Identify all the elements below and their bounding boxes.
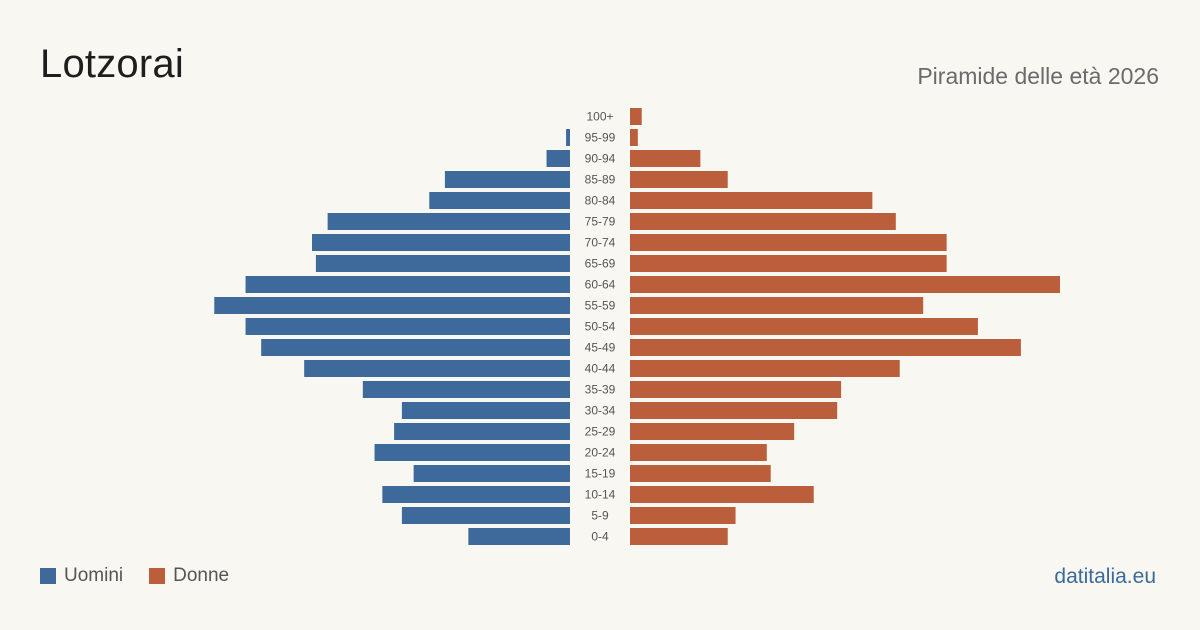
bar-women bbox=[630, 360, 900, 377]
legend-label-women: Donne bbox=[173, 565, 230, 586]
bar-men bbox=[374, 444, 570, 461]
age-group-label: 55-59 bbox=[585, 299, 616, 313]
bar-women bbox=[630, 339, 1021, 356]
bar-women bbox=[630, 318, 978, 335]
bar-women bbox=[630, 108, 642, 125]
chart-legend: Uomini Donne bbox=[40, 565, 255, 587]
bar-women bbox=[630, 402, 838, 419]
age-group-label: 80-84 bbox=[585, 194, 616, 208]
bar-women bbox=[630, 276, 1060, 293]
bar-women bbox=[630, 129, 638, 146]
bar-men bbox=[401, 402, 570, 419]
age-group-label: 60-64 bbox=[585, 278, 616, 292]
age-group-label: 25-29 bbox=[585, 425, 616, 439]
legend-swatch-men bbox=[40, 568, 56, 584]
page-title: Lotzorai bbox=[40, 42, 184, 86]
age-group-label: 50-54 bbox=[585, 320, 616, 334]
bar-men bbox=[214, 297, 571, 314]
bar-men bbox=[315, 255, 570, 272]
bar-men bbox=[382, 486, 570, 503]
age-group-label: 95-99 bbox=[585, 131, 616, 145]
bar-men bbox=[245, 318, 570, 335]
age-group-label: 40-44 bbox=[585, 362, 616, 376]
bar-men bbox=[444, 171, 570, 188]
bar-women bbox=[630, 234, 947, 251]
age-group-label: 30-34 bbox=[585, 404, 616, 418]
bar-men bbox=[468, 528, 570, 545]
bar-women bbox=[630, 507, 736, 524]
bar-women bbox=[630, 444, 767, 461]
legend-item-women: Donne bbox=[149, 565, 229, 587]
age-group-label: 75-79 bbox=[585, 215, 616, 229]
bar-women bbox=[630, 528, 728, 545]
brand-link[interactable]: datitalia.eu bbox=[1054, 565, 1156, 588]
chart-subtitle: Piramide delle età 2026 bbox=[917, 63, 1159, 89]
age-group-label: 70-74 bbox=[585, 236, 616, 250]
age-group-label: 65-69 bbox=[585, 257, 616, 271]
bar-women bbox=[630, 255, 947, 272]
bar-men bbox=[566, 129, 570, 146]
legend-swatch-women bbox=[149, 568, 166, 584]
legend-label-men: Uomini bbox=[64, 565, 124, 586]
legend-item-men: Uomini bbox=[40, 565, 123, 587]
bar-women bbox=[630, 465, 771, 482]
age-group-label: 100+ bbox=[586, 110, 613, 124]
bar-men bbox=[327, 213, 570, 230]
bar-women bbox=[630, 192, 873, 209]
age-group-label: 0-4 bbox=[591, 530, 609, 544]
bar-women bbox=[630, 171, 728, 188]
bar-women bbox=[630, 486, 814, 503]
age-group-label: 90-94 bbox=[585, 152, 616, 166]
bar-women bbox=[630, 423, 795, 440]
bar-men bbox=[304, 360, 570, 377]
bar-men bbox=[362, 381, 570, 398]
bar-women bbox=[630, 381, 842, 398]
bar-men bbox=[413, 465, 570, 482]
age-group-label: 10-14 bbox=[585, 488, 616, 502]
age-group-label: 15-19 bbox=[585, 467, 616, 481]
bar-men bbox=[245, 276, 570, 293]
age-group-label: 5-9 bbox=[591, 509, 609, 523]
age-group-label: 20-24 bbox=[585, 446, 616, 460]
age-group-label: 45-49 bbox=[585, 341, 616, 355]
bar-women bbox=[630, 297, 924, 314]
bar-men bbox=[546, 150, 570, 167]
bar-men bbox=[401, 507, 570, 524]
bar-men bbox=[261, 339, 570, 356]
bar-men bbox=[394, 423, 570, 440]
bar-men bbox=[312, 234, 570, 251]
bar-men bbox=[429, 192, 570, 209]
age-group-label: 35-39 bbox=[585, 383, 616, 397]
bar-women bbox=[630, 150, 701, 167]
bar-women bbox=[630, 213, 896, 230]
age-group-label: 85-89 bbox=[585, 173, 616, 187]
